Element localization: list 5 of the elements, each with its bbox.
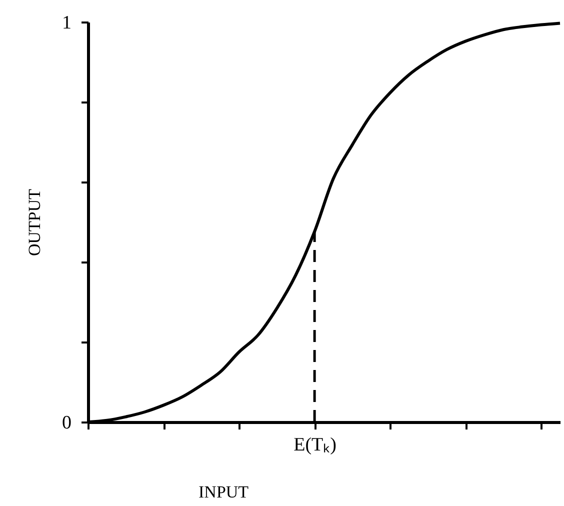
y-axis-title: OUTPUT	[25, 188, 44, 256]
y-tick-label: 1	[62, 12, 72, 34]
y-tick-label: 0	[62, 412, 72, 434]
x-tick-label: E(Tₖ)	[294, 434, 336, 456]
x-axis-title: INPUT	[198, 482, 250, 502]
